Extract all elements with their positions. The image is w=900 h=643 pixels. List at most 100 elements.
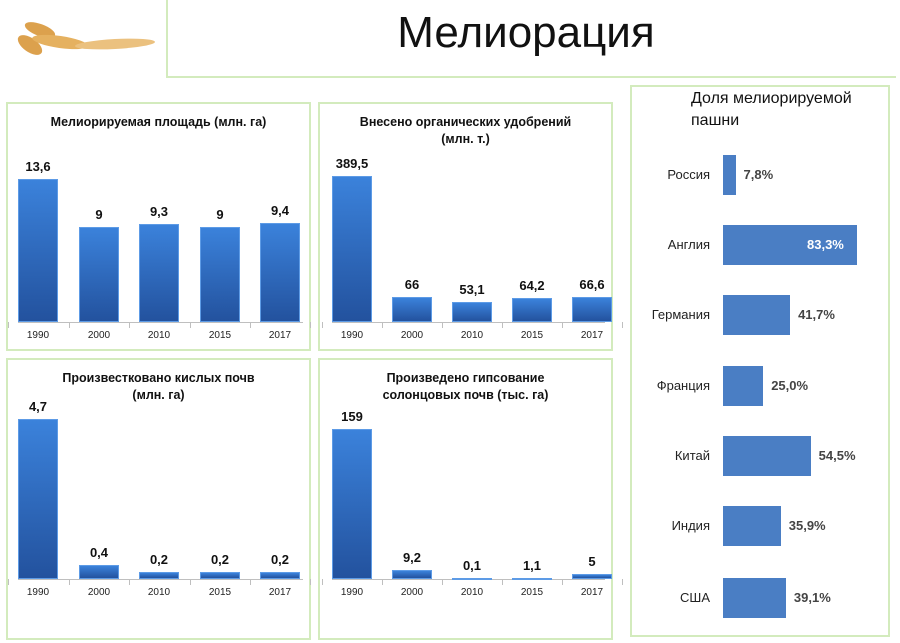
x-tick-label: 2000 — [400, 330, 424, 341]
x-tick — [622, 322, 623, 328]
data-label: 9,2 — [402, 550, 422, 566]
bar — [723, 366, 764, 406]
bar — [452, 302, 492, 322]
data-label: 66 — [404, 277, 420, 293]
category-label: Германия — [651, 307, 710, 322]
x-tick — [310, 579, 311, 585]
bar — [18, 419, 58, 579]
bar — [512, 297, 552, 322]
data-label: 5 — [588, 554, 596, 570]
x-tick — [69, 579, 70, 585]
chart-title-line1: Произвестковано кислых почв — [62, 371, 255, 385]
chart-title-line1: Внесено органических удобрений — [359, 115, 572, 129]
bar — [200, 572, 240, 579]
x-tick-label: 1990 — [26, 330, 50, 341]
x-tick-label: 2017 — [580, 587, 604, 598]
x-tick — [190, 322, 191, 328]
chart-title-line1: Доля мелиорируемой — [691, 90, 852, 107]
x-tick — [562, 322, 563, 328]
category-label: Индия — [671, 518, 710, 533]
data-label: 0,2 — [210, 552, 230, 568]
x-tick — [502, 579, 503, 585]
bar — [139, 572, 179, 579]
chart-title-line2: (млн. т.) — [441, 132, 490, 146]
chart-title: Мелиорируемая площадь (млн. га) — [50, 115, 267, 129]
x-tick — [129, 579, 130, 585]
data-label: 0,4 — [89, 545, 109, 561]
x-axis — [332, 322, 605, 323]
bar — [572, 574, 612, 579]
x-tick — [129, 322, 130, 328]
x-tick-label: 2015 — [520, 587, 544, 598]
bar — [512, 577, 552, 580]
x-tick-label: 2010 — [460, 330, 484, 341]
chart-panel-irrigated-area: Мелиорируемая площадь (млн. га) 13,6 1990… — [6, 102, 311, 351]
x-tick-label: 2000 — [400, 587, 424, 598]
x-tick-label: 2017 — [580, 330, 604, 341]
data-label: 64,2 — [519, 277, 545, 293]
bar — [18, 179, 58, 322]
bar — [139, 224, 179, 322]
x-tick — [322, 579, 323, 585]
x-tick-label: 2015 — [208, 587, 232, 598]
chart-title-line2: (млн. га) — [132, 388, 185, 402]
wheat-image — [17, 22, 155, 55]
chart-panel-organic-fertilizer: Внесено органических удобрений (млн. т.)… — [318, 102, 623, 351]
data-label: 83,3% — [807, 237, 844, 252]
title-box — [166, 0, 896, 78]
x-tick-label: 2017 — [268, 330, 292, 341]
data-label: 9,4 — [270, 203, 290, 219]
bar — [260, 572, 300, 579]
bar — [392, 297, 432, 322]
bar — [723, 155, 736, 195]
category-label: Россия — [667, 167, 710, 182]
category-label: Китай — [674, 448, 710, 463]
x-tick — [250, 579, 251, 585]
x-tick — [442, 579, 443, 585]
data-label: 53,1 — [459, 282, 485, 298]
x-axis — [18, 322, 303, 323]
bar — [452, 578, 492, 580]
chart-title-line1: Произведено гипсование — [386, 371, 545, 385]
bar — [79, 565, 119, 579]
bar — [332, 429, 372, 579]
x-tick-label: 2017 — [268, 587, 292, 598]
x-tick — [190, 579, 191, 585]
data-label: 39,1% — [793, 590, 831, 605]
x-tick — [8, 579, 9, 585]
data-label: 9,3 — [149, 204, 169, 220]
x-tick — [442, 322, 443, 328]
bar — [723, 225, 857, 265]
chart-panel-gypsum: Произведено гипсование солонцовых почв (… — [318, 358, 623, 640]
x-tick — [69, 322, 70, 328]
bar — [723, 578, 786, 618]
data-label: 25,0% — [771, 378, 809, 393]
data-label: 9 — [216, 207, 224, 223]
category-label: Франция — [656, 378, 710, 393]
bar — [392, 570, 432, 579]
x-tick-label: 2010 — [147, 330, 171, 341]
data-label: 66,6 — [579, 277, 605, 293]
data-label: 7,8% — [743, 167, 774, 182]
category-label: США — [680, 590, 710, 605]
x-tick — [502, 322, 503, 328]
x-tick — [250, 322, 251, 328]
data-label: 4,7 — [28, 399, 48, 414]
bar — [723, 436, 811, 476]
bar — [572, 297, 612, 322]
x-tick-label: 1990 — [340, 587, 364, 598]
slide-title: Мелиорация — [397, 8, 655, 57]
data-label: 159 — [341, 409, 363, 424]
data-label: 389,5 — [335, 156, 369, 171]
bar — [260, 223, 300, 322]
x-tick-label: 2015 — [208, 330, 232, 341]
bar — [723, 506, 781, 546]
bar — [723, 295, 791, 335]
data-label: 0,2 — [270, 552, 290, 568]
data-label: 0,2 — [149, 552, 169, 568]
bar — [79, 227, 119, 322]
bar — [332, 176, 372, 322]
x-tick-label: 2000 — [87, 330, 111, 341]
x-tick-label: 2015 — [520, 330, 544, 341]
data-label: 13,6 — [25, 159, 51, 174]
